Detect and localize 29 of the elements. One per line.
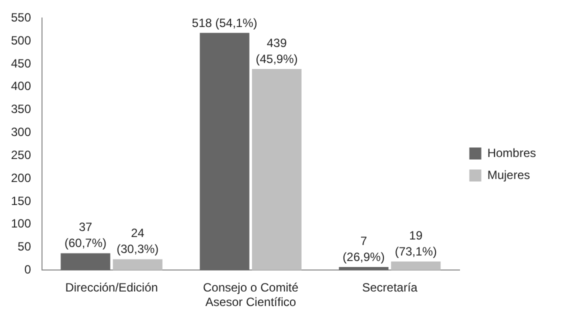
- y-tick-label: 200: [10, 170, 32, 185]
- data-label: 37 (60,7%): [64, 220, 107, 250]
- bar: [338, 266, 388, 270]
- bar: [200, 32, 250, 270]
- y-tick-label: 400: [10, 79, 32, 94]
- data-label: 24 (30,3%): [116, 226, 159, 256]
- x-tick-label: Secretaría: [362, 280, 418, 295]
- y-tick-label: 100: [10, 216, 32, 231]
- legend-label: Mujeres: [487, 168, 530, 182]
- y-tick-label: 0: [24, 262, 32, 277]
- bar: [60, 253, 110, 270]
- data-label: 518 (54,1%): [192, 16, 258, 30]
- x-tick-label: Consejo o Comité Asesor Científico: [202, 280, 299, 310]
- y-tick-label: 500: [10, 33, 32, 48]
- data-label: 439 (45,9%): [256, 36, 298, 66]
- y-tick-label: 250: [10, 148, 32, 162]
- y-tick-label: 150: [10, 194, 32, 208]
- bar: [112, 259, 162, 270]
- data-label: 7 (26,9%): [342, 234, 385, 264]
- y-tick-label: 350: [10, 102, 32, 116]
- data-label: 19 (73,1%): [394, 228, 437, 258]
- y-tick-label: 300: [10, 125, 32, 140]
- y-tick-label: 50: [18, 240, 32, 254]
- x-tick-label: Dirección/Edición: [65, 280, 158, 295]
- y-tick-label: 550: [10, 10, 32, 25]
- y-tick-label: 450: [10, 56, 32, 70]
- legend-label: Hombres: [487, 146, 536, 160]
- bar: [252, 69, 302, 270]
- bar: [391, 261, 441, 270]
